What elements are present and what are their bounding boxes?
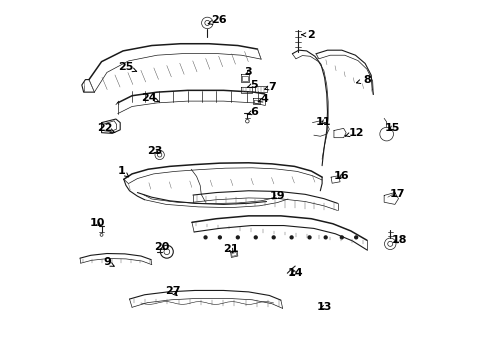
Circle shape	[324, 236, 327, 239]
Text: 26: 26	[208, 15, 227, 26]
Text: 8: 8	[357, 75, 371, 85]
Text: 10: 10	[90, 218, 105, 228]
Text: 20: 20	[154, 242, 170, 252]
Text: 12: 12	[345, 128, 364, 138]
Text: 1: 1	[118, 166, 129, 177]
Text: 13: 13	[316, 302, 332, 312]
Text: 17: 17	[390, 189, 405, 199]
Text: 3: 3	[245, 67, 252, 77]
Text: 15: 15	[384, 123, 400, 133]
Text: 24: 24	[141, 93, 159, 103]
Text: 23: 23	[147, 145, 162, 156]
Circle shape	[272, 236, 275, 239]
Text: 9: 9	[103, 257, 114, 267]
Text: 6: 6	[247, 107, 258, 117]
Text: 22: 22	[97, 123, 115, 133]
Text: 19: 19	[270, 191, 285, 201]
Circle shape	[341, 236, 343, 239]
Circle shape	[236, 236, 239, 239]
Text: 18: 18	[392, 235, 407, 245]
Text: 4: 4	[258, 94, 269, 104]
Circle shape	[290, 236, 293, 239]
Circle shape	[254, 236, 257, 239]
Text: 27: 27	[165, 286, 180, 296]
Text: 25: 25	[118, 62, 137, 72]
Circle shape	[219, 236, 221, 239]
Text: 2: 2	[302, 30, 315, 40]
Text: 5: 5	[247, 80, 258, 90]
Text: 14: 14	[288, 267, 303, 278]
Circle shape	[204, 236, 207, 239]
Text: 21: 21	[223, 244, 239, 254]
Text: 11: 11	[316, 117, 332, 127]
Text: 16: 16	[334, 171, 350, 181]
Text: 7: 7	[265, 82, 276, 92]
Circle shape	[308, 236, 311, 239]
Circle shape	[355, 236, 358, 239]
